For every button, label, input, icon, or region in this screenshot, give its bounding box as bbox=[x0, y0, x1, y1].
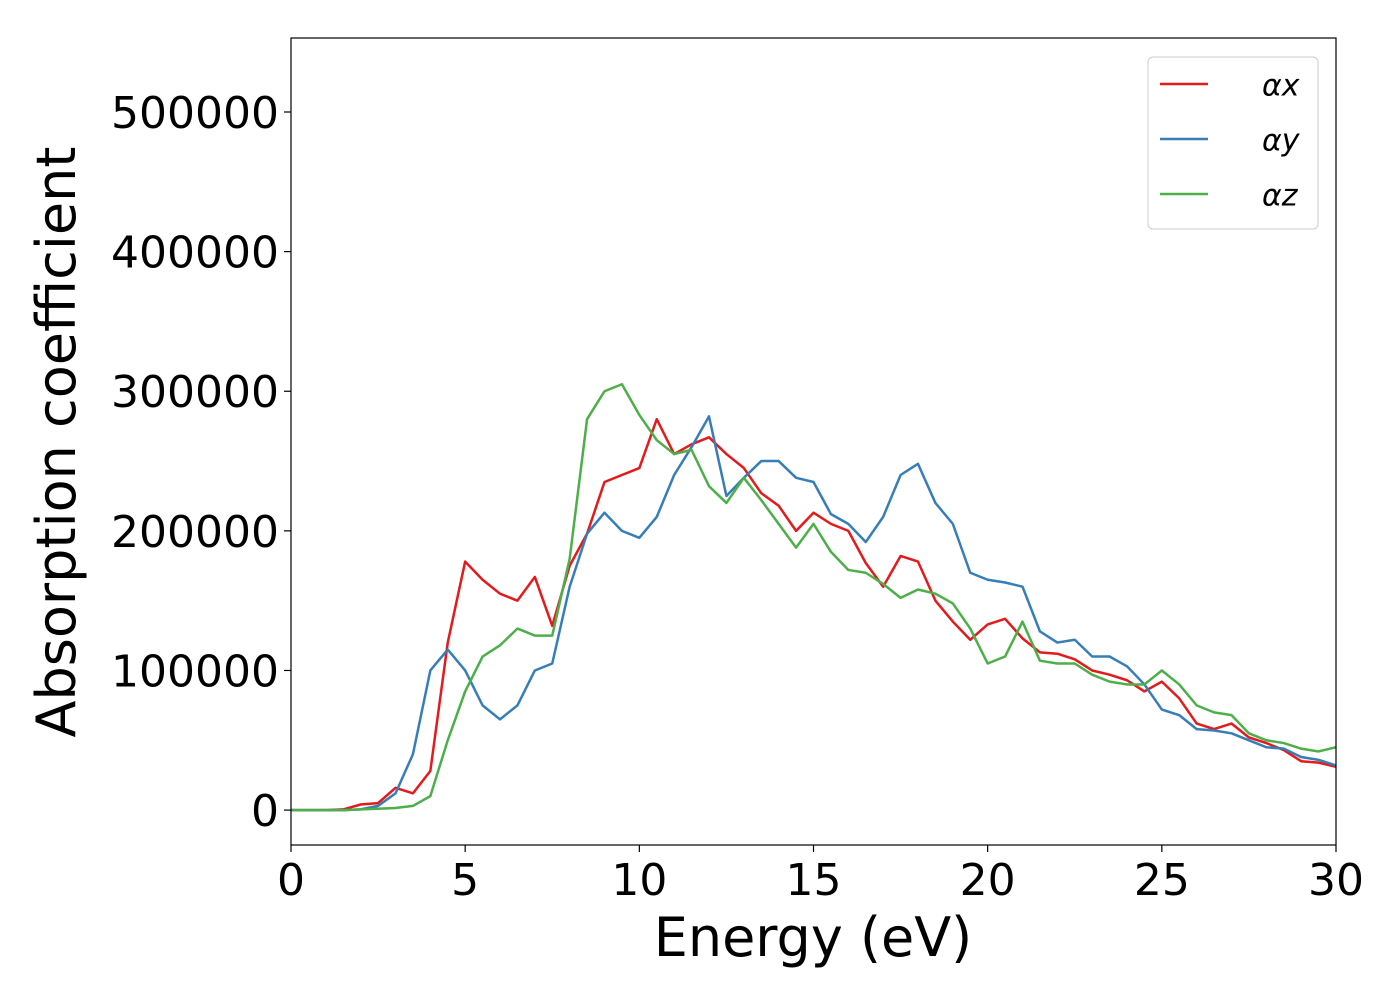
legend-label: αy bbox=[1262, 124, 1301, 159]
y-tick-label: 300000 bbox=[111, 367, 279, 418]
legend-label: αz bbox=[1262, 179, 1299, 214]
x-tick-label: 5 bbox=[451, 855, 479, 906]
series-line bbox=[291, 415, 1336, 812]
y-tick-label: 400000 bbox=[111, 228, 279, 279]
y-tick-label: 200000 bbox=[111, 507, 279, 558]
x-tick-label: 25 bbox=[1134, 855, 1190, 906]
series-line bbox=[291, 383, 1336, 812]
plot-lines bbox=[291, 383, 1336, 812]
x-tick-label: 30 bbox=[1308, 855, 1364, 906]
x-tick-label: 0 bbox=[277, 855, 305, 906]
y-tick-label: 0 bbox=[251, 786, 279, 837]
x-tick-label: 15 bbox=[786, 855, 842, 906]
x-tick-label: 10 bbox=[611, 855, 667, 906]
x-axis-label: Energy (eV) bbox=[654, 906, 973, 969]
legend-label: αx bbox=[1262, 69, 1300, 104]
y-tick-label: 500000 bbox=[111, 88, 279, 139]
legend-box bbox=[1147, 56, 1319, 230]
y-tick-label: 100000 bbox=[111, 646, 279, 697]
x-tick-label: 20 bbox=[960, 855, 1016, 906]
plot-frame bbox=[290, 37, 1337, 846]
series-line bbox=[291, 417, 1336, 812]
y-axis-label: Absorption coefficient bbox=[25, 147, 88, 738]
